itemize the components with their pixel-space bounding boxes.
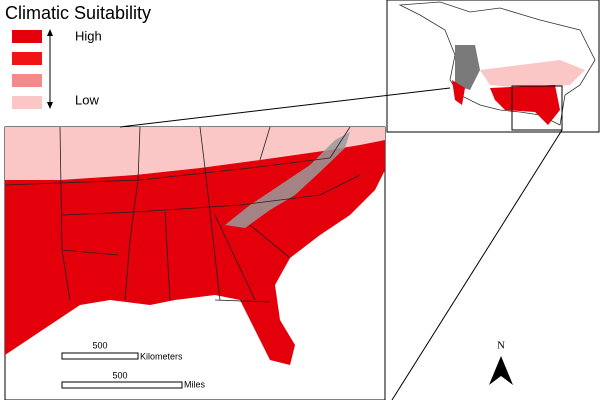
- legend-high: High: [75, 28, 102, 43]
- legend-title: Climatic Suitability: [5, 3, 151, 23]
- north-arrow: [489, 356, 513, 385]
- inset-upland: [455, 45, 480, 90]
- leader-line: [391, 129, 563, 400]
- legend-low: Low: [75, 92, 99, 107]
- scale-bar: [61, 352, 139, 360]
- scale-unit: Miles: [184, 379, 206, 389]
- state-borders: [4, 126, 361, 303]
- legend-swatch: [12, 96, 42, 109]
- legend-swatch: [12, 52, 42, 65]
- scale-distance: 500: [92, 340, 107, 350]
- legend-arrowhead: [47, 102, 53, 109]
- inset-map: [386, 0, 600, 133]
- upland-area: [225, 132, 350, 228]
- inset-high: [452, 80, 465, 105]
- north-label: N: [497, 340, 505, 352]
- legend-swatch: [12, 74, 42, 87]
- inset-extent: [511, 85, 563, 131]
- inset-high: [490, 85, 560, 125]
- inset-low: [480, 60, 585, 88]
- leader-line: [119, 87, 451, 128]
- scale-bar: [61, 381, 183, 389]
- scale-unit: Kilometers: [140, 351, 183, 361]
- legend-arrowhead: [47, 29, 53, 36]
- legend-swatch: [12, 30, 42, 43]
- legend-swatches: [12, 30, 42, 109]
- scale-distance: 500: [112, 370, 127, 380]
- low-region: [5, 127, 385, 180]
